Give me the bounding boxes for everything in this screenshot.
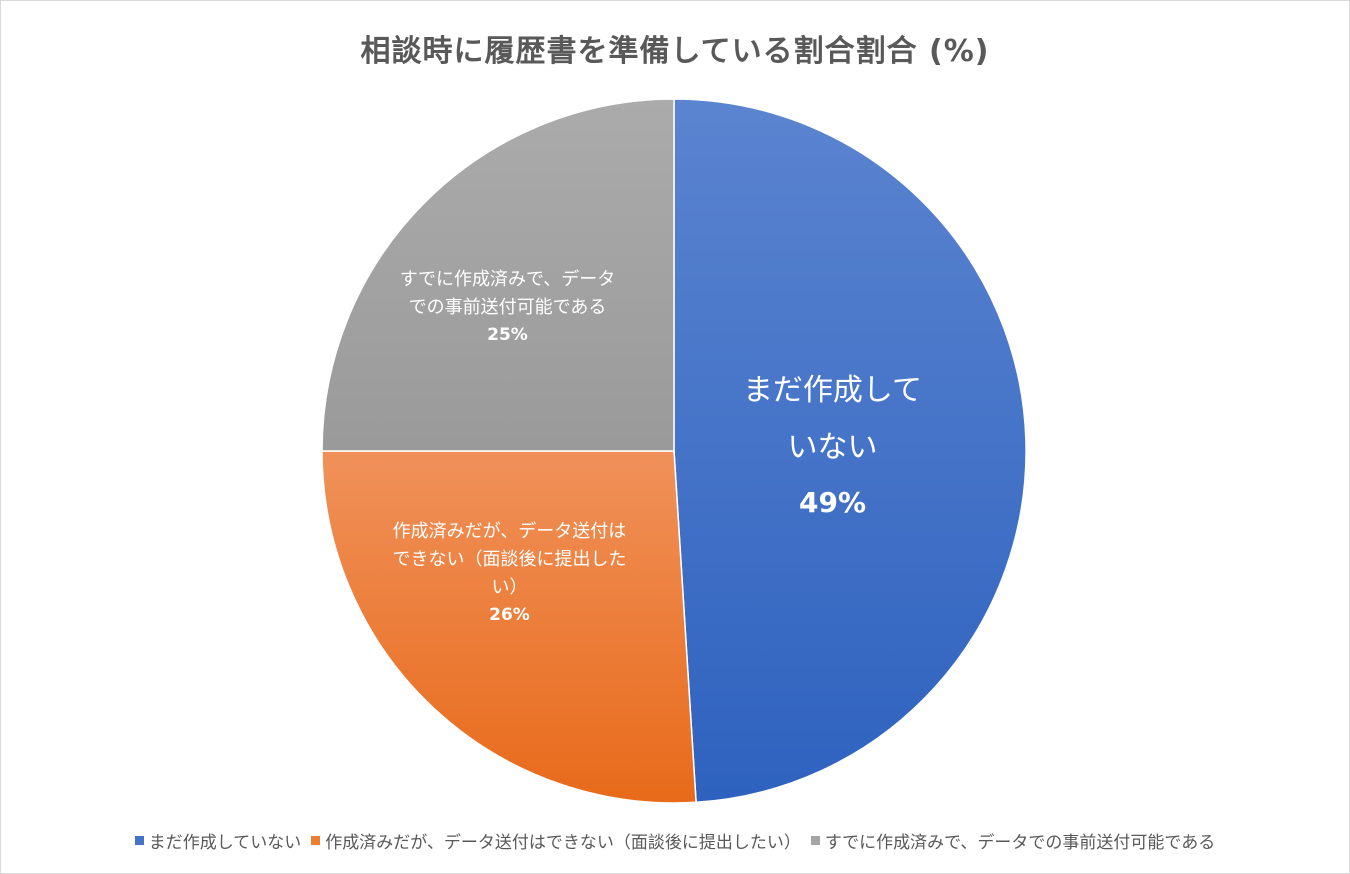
chart-title: 相談時に履歴書を準備している割合割合 (%)	[360, 34, 990, 69]
data-label-category-line: すでに作成済みで、データ	[399, 269, 616, 290]
legend-label: すでに作成済みで、データでの事前送付可能である	[824, 833, 1216, 853]
legend-item-not-created: まだ作成していない	[134, 828, 302, 853]
legend-label: まだ作成していない	[148, 833, 302, 853]
data-label-value: 26%	[489, 604, 530, 625]
pie-slice-created-no-send	[321, 450, 697, 804]
data-label-not-created: まだ作成して いない 49%	[700, 362, 965, 529]
chart-legend: まだ作成していない 作成済みだが、データ送付はできない（面談後に提出したい） す…	[0, 828, 1350, 853]
legend-swatch	[134, 836, 144, 845]
data-label-category-line: まだ作成して	[742, 373, 923, 408]
data-label-category-line: いない	[787, 430, 878, 465]
data-label-category-line: 作成済みだが、データ送付は	[392, 521, 627, 542]
data-label-value: 49%	[798, 486, 867, 519]
data-label-value: 25%	[487, 324, 528, 345]
pie-slice-created-can-send	[321, 98, 675, 452]
data-label-category-line: い）	[491, 576, 528, 598]
data-label-category-line: できない（面談後に提出した	[392, 548, 627, 570]
data-label-created-can-send: すでに作成済みで、データ での事前送付可能である 25%	[375, 266, 640, 348]
pie-slice-not-created	[673, 98, 1027, 804]
data-label-created-no-send: 作成済みだが、データ送付は できない（面談後に提出した い） 26%	[372, 518, 647, 628]
data-label-category-line: での事前送付可能である	[408, 296, 607, 318]
legend-label: 作成済みだが、データ送付はできない（面談後に提出したい）	[325, 833, 801, 853]
legend-swatch	[810, 836, 820, 845]
legend-item-created-can-send: すでに作成済みで、データでの事前送付可能である	[810, 828, 1216, 853]
legend-swatch	[311, 836, 321, 845]
legend-item-created-no-send: 作成済みだが、データ送付はできない（面談後に提出したい）	[311, 828, 801, 853]
